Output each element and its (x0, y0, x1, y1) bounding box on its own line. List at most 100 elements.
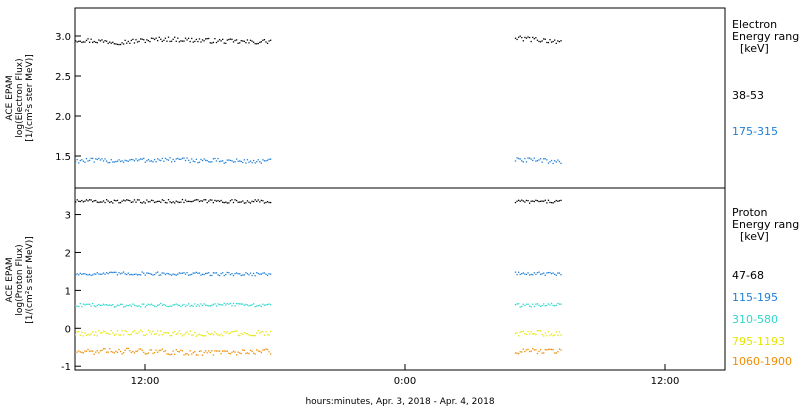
electron-data-point (555, 42, 557, 45)
electron-data-point (256, 43, 258, 45)
proton-data-point (149, 304, 151, 306)
electron-data-point (532, 159, 534, 162)
proton-data-point (92, 302, 94, 305)
proton-data-point (242, 274, 244, 276)
proton-data-point (549, 201, 551, 204)
proton-data-point (215, 272, 218, 274)
electron-data-point (79, 159, 81, 162)
proton-data-point (174, 304, 176, 306)
proton-data-point (522, 200, 524, 202)
proton-data-point (146, 353, 148, 355)
electron-data-point (237, 42, 239, 44)
electron-data-point (104, 40, 106, 42)
proton-data-point (217, 350, 219, 352)
proton-data-point (245, 202, 247, 204)
electron-data-point (235, 158, 238, 160)
proton-data-point (259, 350, 261, 353)
electron-data-point (78, 40, 80, 42)
electron-data-point (169, 40, 171, 43)
proton-data-point (169, 273, 171, 276)
electron-data-point (528, 36, 531, 39)
electron-data-point (547, 162, 550, 164)
electron-data-point (90, 157, 92, 159)
proton-data-point (256, 332, 258, 334)
proton-data-point (152, 330, 154, 333)
proton-data-point (214, 303, 216, 305)
proton-data-point (538, 200, 540, 203)
electron-data-point (187, 37, 190, 39)
proton-data-point (144, 202, 146, 204)
proton-data-point (218, 303, 221, 306)
proton-data-point (138, 348, 140, 350)
electron-data-point (144, 161, 146, 163)
electron-data-point (177, 157, 179, 160)
proton-data-point (186, 271, 188, 274)
proton-data-point (152, 304, 154, 307)
electron-data-point (212, 41, 215, 44)
proton-data-point (205, 350, 207, 352)
proton-data-point (527, 303, 529, 305)
electron-data-point (121, 160, 123, 162)
proton-data-point (237, 303, 239, 305)
proton-data-point (126, 347, 128, 350)
proton-data-point (129, 349, 131, 352)
proton-data-point (532, 303, 534, 305)
proton-data-point (122, 351, 125, 354)
proton-data-point (257, 329, 259, 332)
proton-data-point (268, 273, 270, 275)
proton-data-point (78, 350, 80, 352)
proton-data-point (209, 305, 211, 307)
proton-data-point (533, 333, 535, 335)
electron-data-point (178, 41, 180, 43)
electron-data-point (249, 39, 252, 41)
proton-data-point (79, 351, 81, 353)
proton-data-point (172, 332, 174, 334)
electron-data-point (161, 40, 163, 43)
proton-data-point (514, 303, 517, 306)
proton-data-point (116, 351, 119, 354)
proton-data-point (546, 202, 548, 204)
proton-data-point (217, 303, 219, 305)
electron-data-point (254, 162, 256, 164)
proton-data-point (530, 331, 532, 333)
proton-data-point (98, 303, 100, 306)
electron-data-point (201, 159, 204, 162)
proton-data-point (88, 350, 91, 352)
electron-data-point (180, 40, 182, 42)
proton-data-point (240, 303, 242, 305)
proton-data-point (121, 272, 123, 274)
proton-data-point (129, 200, 131, 202)
proton-data-point (223, 302, 225, 304)
electron-data-point (160, 38, 162, 40)
proton-data-point (532, 200, 534, 202)
electron-data-point (550, 159, 553, 162)
electron-data-point (84, 41, 86, 43)
proton-data-point (232, 350, 235, 352)
proton-data-point (527, 272, 529, 274)
proton-data-point (516, 200, 518, 202)
proton-data-point (514, 201, 517, 204)
electron-data-point (541, 40, 543, 42)
electron-y-tick-label: 2.0 (55, 112, 71, 123)
proton-data-point (133, 199, 136, 201)
electron-data-point (201, 39, 204, 41)
proton-data-point (177, 273, 179, 275)
proton-data-point (126, 330, 128, 333)
proton-data-point (248, 201, 250, 203)
proton-data-point (533, 272, 535, 274)
proton-data-point (206, 272, 208, 274)
proton-data-point (205, 304, 207, 306)
proton-data-point (558, 200, 561, 202)
proton-data-point (197, 334, 199, 336)
proton-data-point (153, 201, 156, 204)
electron-data-point (186, 157, 188, 159)
x-axis-label: hours:minutes, Apr. 3, 2018 - Apr. 4, 20… (305, 397, 494, 407)
proton-series-115-195 (75, 271, 562, 277)
proton-data-point (527, 348, 529, 351)
proton-data-point (532, 333, 534, 335)
proton-data-point (169, 305, 171, 307)
proton-data-point (116, 199, 119, 202)
electron-data-point (252, 41, 255, 43)
proton-data-point (211, 332, 213, 334)
proton-data-point (212, 303, 215, 306)
